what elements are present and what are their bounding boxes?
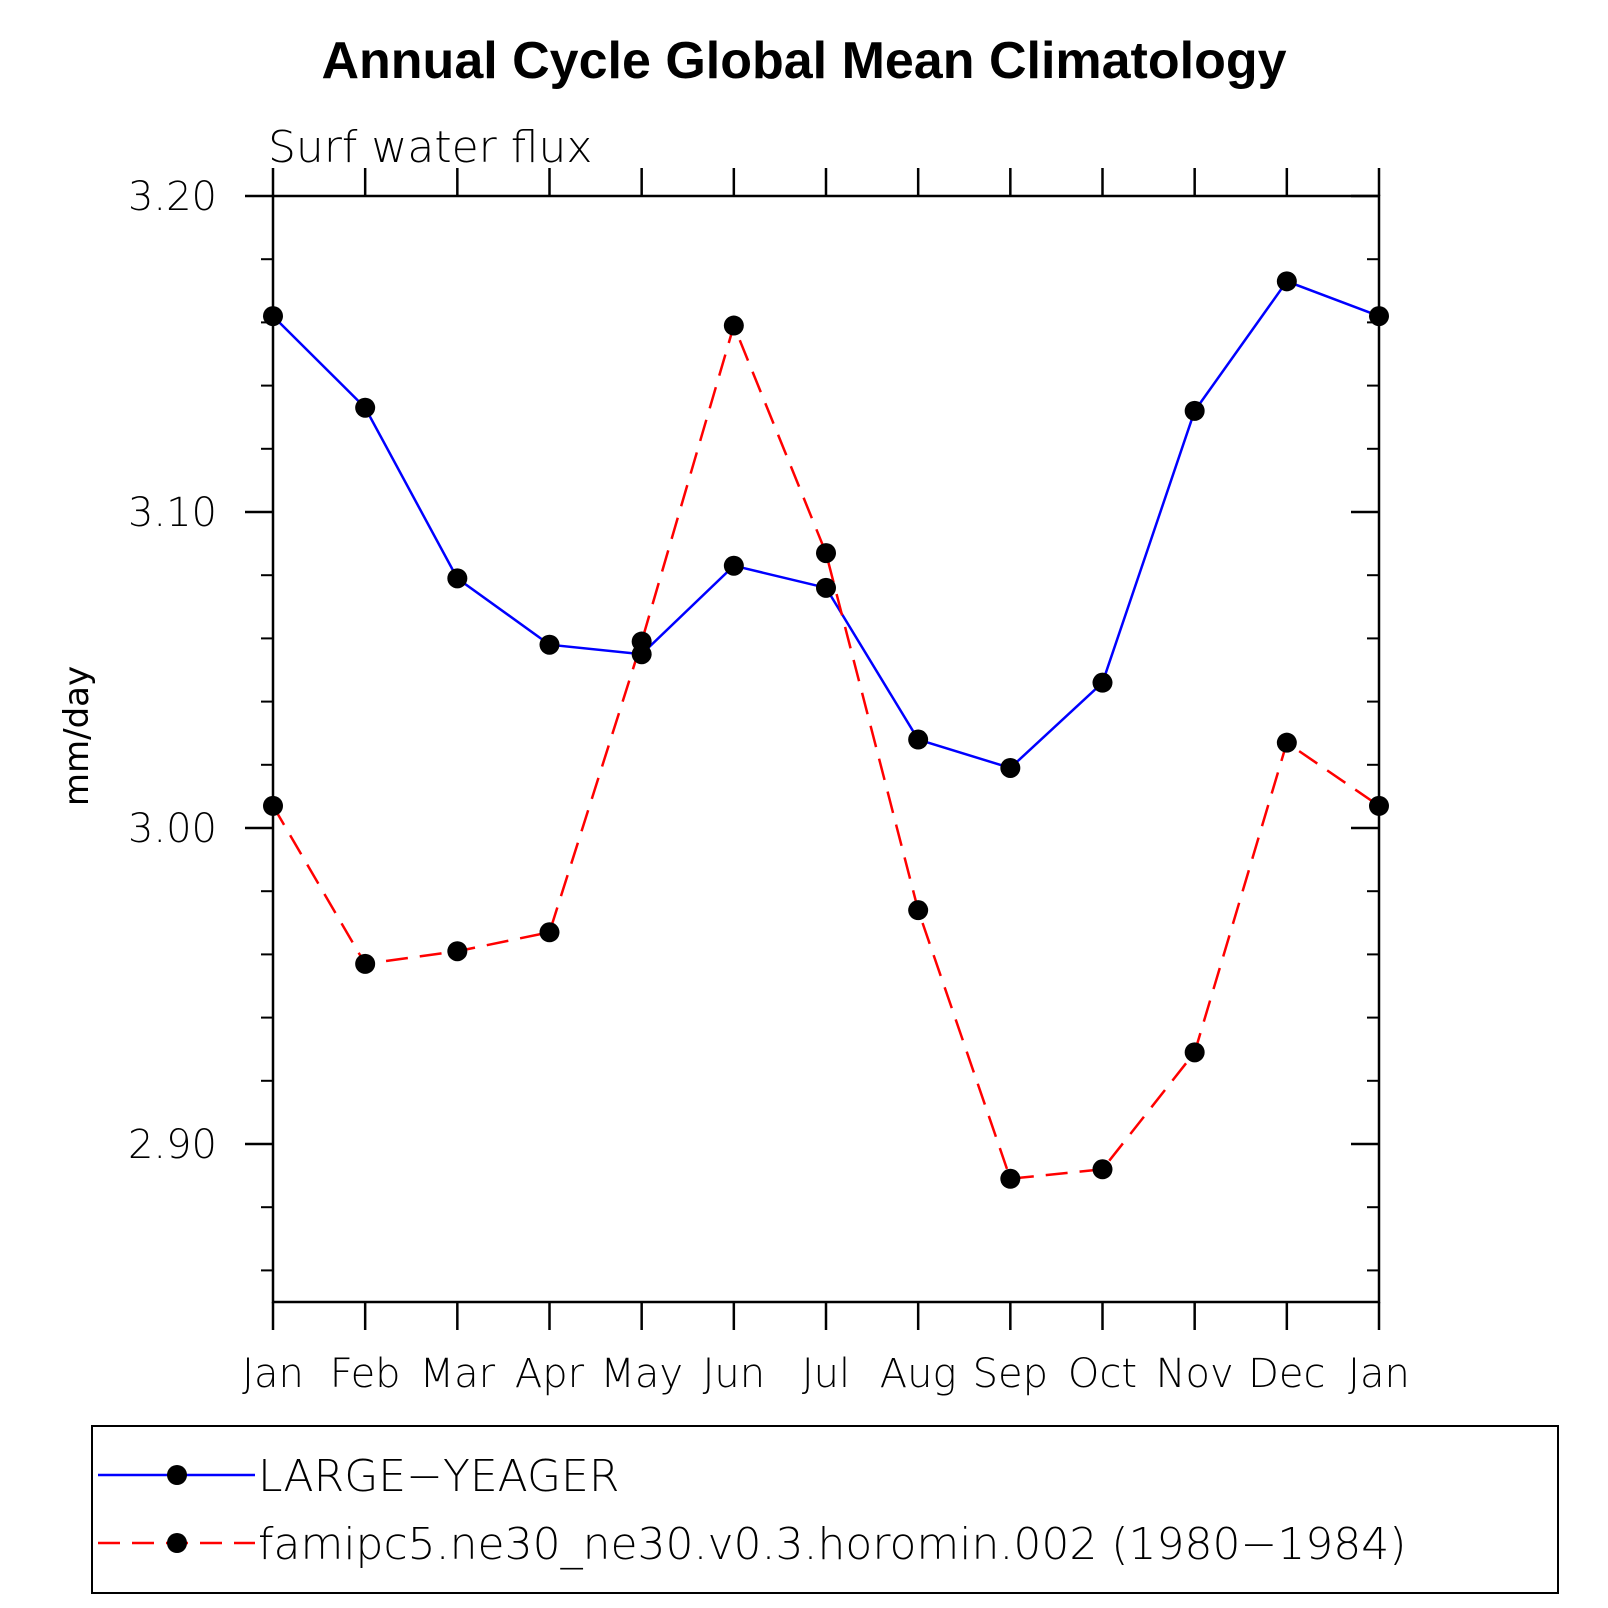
- data-point-series-1: [723, 555, 744, 576]
- data-point-series-2: [1092, 1159, 1113, 1180]
- data-point-series-1: [1184, 400, 1205, 421]
- x-tick-label: Feb: [330, 1351, 401, 1397]
- x-tick-label: Sep: [973, 1351, 1048, 1397]
- legend-label-2: famipc5.ne30_ne30.v0.3.horomin.002 (1980…: [258, 1519, 1406, 1570]
- data-point-series-1: [816, 577, 836, 598]
- x-tick-label: Jul: [802, 1351, 850, 1397]
- x-tick-label: Mar: [420, 1351, 496, 1397]
- y-axis-label: mm/day: [57, 666, 97, 806]
- axes: Jan Feb Mar Apr May Jun Jul Aug Sep Oct Nov Dec Jan 2…: [128, 168, 1410, 1397]
- x-tick-label: Dec: [1248, 1351, 1325, 1397]
- x-tick-label: May: [600, 1351, 683, 1397]
- data-point-series-2: [355, 953, 376, 974]
- data-point-series-1: [1092, 672, 1113, 693]
- legend: LARGE−YEAGER famipc5.ne30_ne30.v0.3.horom…: [98, 1451, 1406, 1570]
- data-point-series-2: [263, 795, 283, 816]
- y-tick-label: 3.10: [128, 490, 217, 536]
- data-point-series-1: [1369, 306, 1389, 327]
- legend-marker-2: [167, 1533, 187, 1553]
- series-line-2: [271, 321, 1380, 1181]
- data-point-series-2: [447, 941, 468, 962]
- data-point-series-2: [1276, 732, 1297, 753]
- data-point-series-1: [1000, 757, 1021, 778]
- data-point-series-2: [908, 900, 929, 921]
- x-tick-label: Nov: [1156, 1351, 1234, 1397]
- x-tick-label: Jun: [703, 1351, 766, 1397]
- x-tick-label: Jan: [242, 1351, 304, 1397]
- legend-marker-1: [167, 1465, 187, 1485]
- data-point-series-1: [447, 568, 468, 589]
- data-point-series-1: [355, 397, 376, 418]
- data-point-series-2: [631, 631, 652, 652]
- data-point-series-2: [1000, 1168, 1021, 1189]
- x-tick-label: Jan: [1348, 1351, 1410, 1397]
- series-layer: [263, 271, 1389, 1189]
- y-tick-label: 3.20: [128, 174, 217, 220]
- data-point-series-2: [816, 543, 836, 564]
- legend-label-1: LARGE−YEAGER: [258, 1451, 619, 1502]
- plot-frame: [271, 194, 1381, 1304]
- chart-subtitle: Surf water flux: [268, 122, 592, 173]
- x-tick-label: Aug: [880, 1351, 957, 1397]
- x-tick-label: Apr: [515, 1351, 585, 1397]
- data-point-series-1: [539, 634, 560, 655]
- chart-title: Annual Cycle Global Mean Climatology: [321, 32, 1286, 90]
- data-point-series-2: [1184, 1042, 1205, 1063]
- legend-box: [91, 1425, 1559, 1594]
- series-line-1: [272, 279, 1380, 770]
- y-tick-label: 2.90: [128, 1122, 217, 1168]
- data-point-series-1: [263, 306, 283, 327]
- y-tick-label: 3.00: [128, 806, 217, 852]
- data-point-series-1: [1276, 271, 1297, 292]
- x-tick-label: Oct: [1068, 1351, 1137, 1397]
- data-point-series-2: [723, 315, 744, 336]
- data-point-series-2: [1369, 795, 1389, 816]
- data-point-series-1: [908, 729, 929, 750]
- data-point-series-2: [539, 922, 560, 943]
